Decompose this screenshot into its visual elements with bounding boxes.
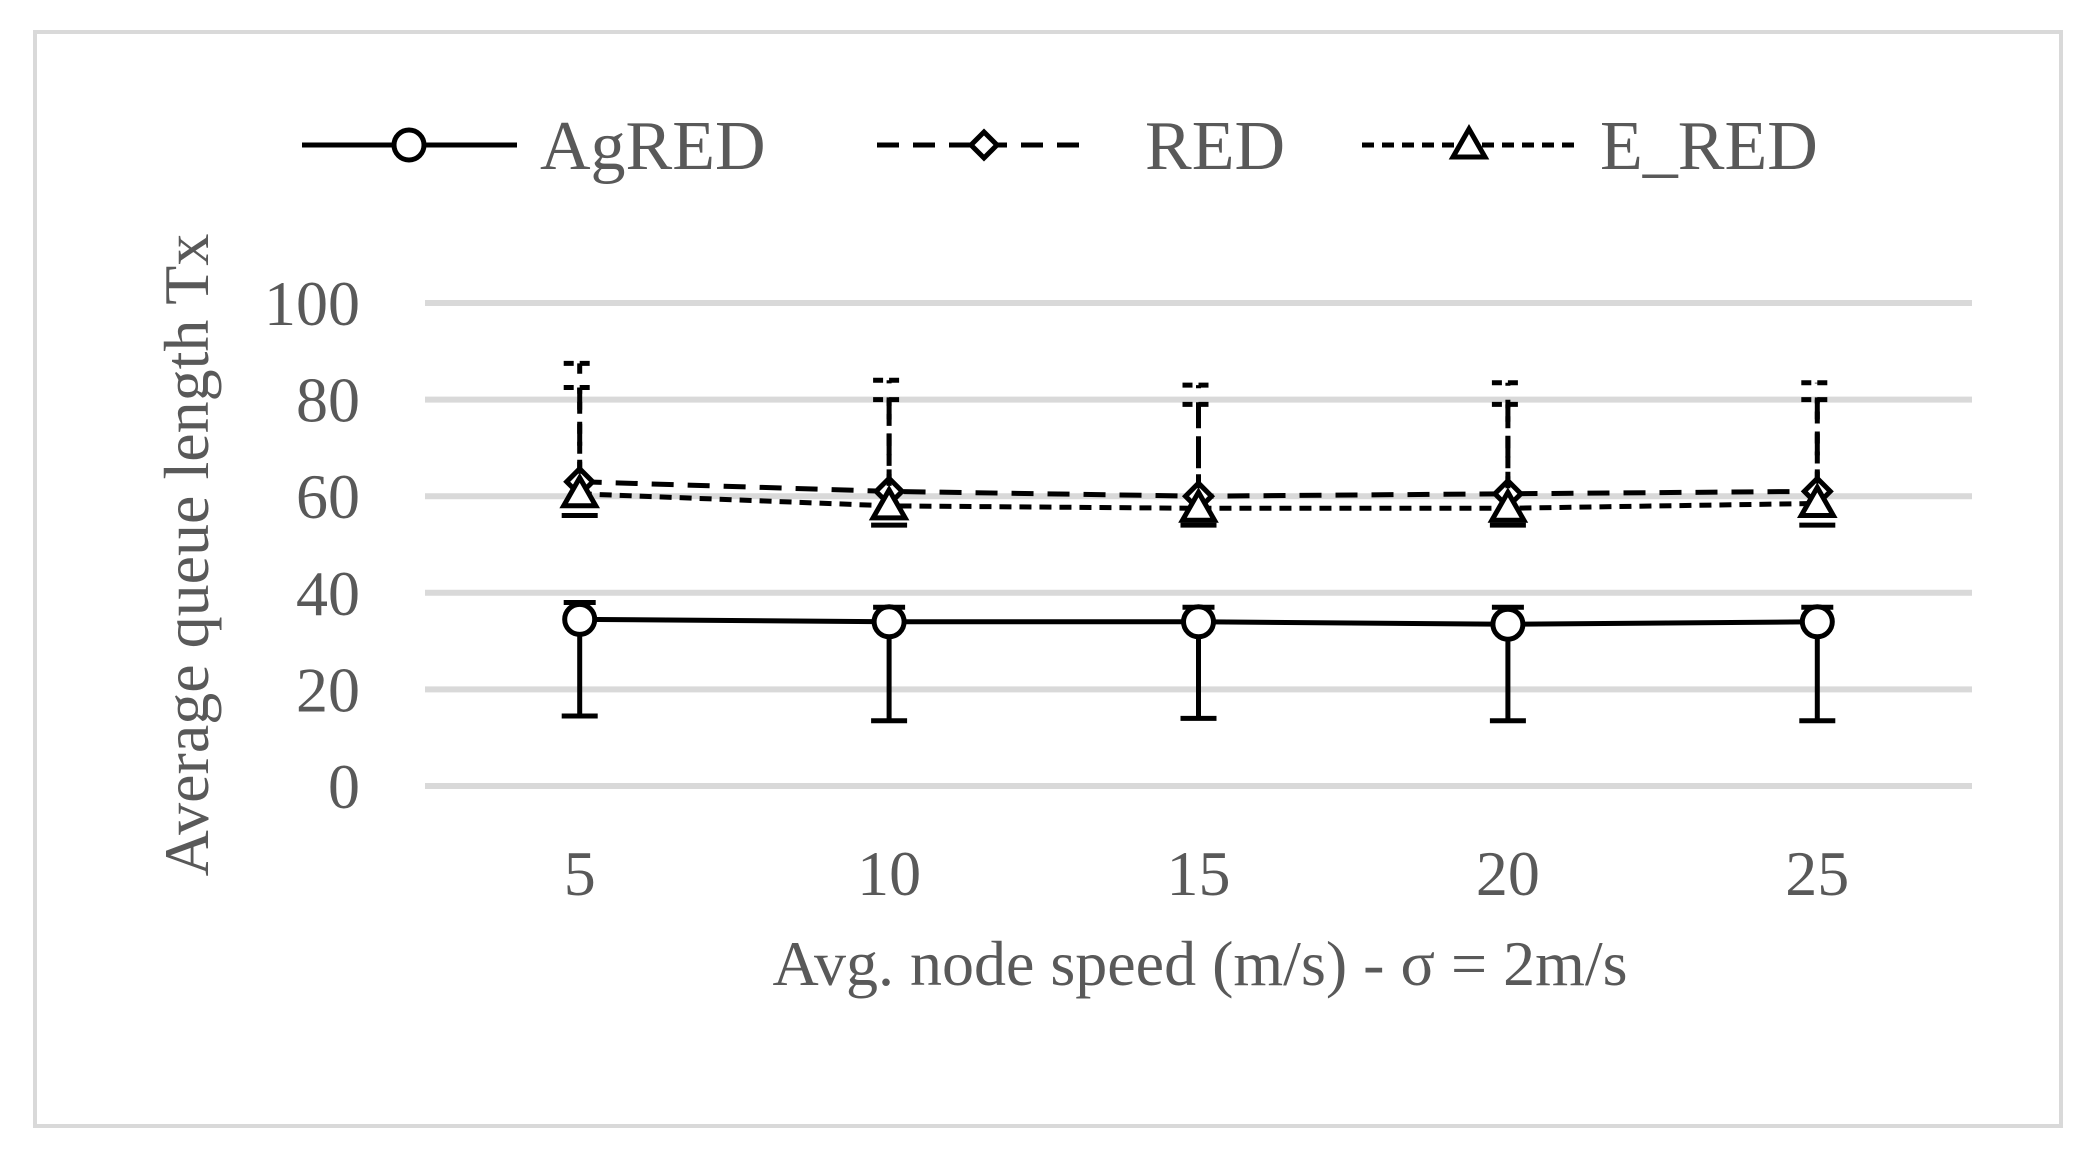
data-point-circle	[1181, 604, 1216, 640]
legend-label: AgRED	[540, 108, 766, 185]
series-agred	[561, 599, 1836, 724]
data-point-circle	[871, 604, 907, 640]
chart-frame	[33, 30, 2063, 1128]
series-e-red	[559, 385, 1838, 528]
data-point-triangle	[1448, 123, 1490, 160]
data-point-circle	[562, 601, 598, 637]
legend-item-e-red: E_RED	[1362, 108, 1818, 185]
x-tick-label: 25	[1785, 838, 1849, 909]
gridlines	[425, 300, 1972, 789]
data-point-circle	[1490, 606, 1526, 642]
series-line	[579, 491, 1818, 511]
data-point-diamond	[967, 128, 1001, 162]
legend: AgRED RED E_RED	[302, 108, 1818, 185]
y-tick-label: 40	[296, 558, 360, 629]
y-tick-label: 60	[296, 461, 360, 532]
x-axis-title: Avg. node speed (m/s) - σ = 2m/s	[772, 928, 1627, 999]
legend-item-red: RED	[877, 108, 1285, 185]
x-tick-label: 5	[564, 838, 596, 909]
y-tick-label: 0	[328, 751, 360, 822]
data-point-triangle	[559, 472, 601, 509]
x-tick-label: 20	[1476, 838, 1540, 909]
legend-label: E_RED	[1600, 108, 1818, 185]
data-point-circle	[1799, 604, 1835, 640]
x-tick-labels: 5 10 15 20 25	[564, 838, 1850, 909]
data-point-triangle	[868, 484, 910, 521]
data-point-circle	[391, 127, 427, 163]
x-tick-label: 10	[857, 838, 921, 909]
y-tick-labels: 0 20 40 60 80 100	[264, 268, 360, 822]
series-layer	[559, 360, 1838, 724]
y-axis-title: Average queue length Tx	[151, 234, 222, 877]
y-tick-label: 20	[296, 654, 360, 725]
data-point-triangle	[1796, 482, 1838, 518]
legend-label: RED	[1145, 108, 1285, 185]
data-point-triangle	[1178, 487, 1219, 523]
x-tick-label: 15	[1167, 838, 1231, 909]
y-tick-label: 80	[296, 365, 360, 436]
y-tick-label: 100	[264, 268, 360, 339]
legend-item-agred: AgRED	[302, 108, 766, 185]
data-point-triangle	[1487, 487, 1529, 523]
